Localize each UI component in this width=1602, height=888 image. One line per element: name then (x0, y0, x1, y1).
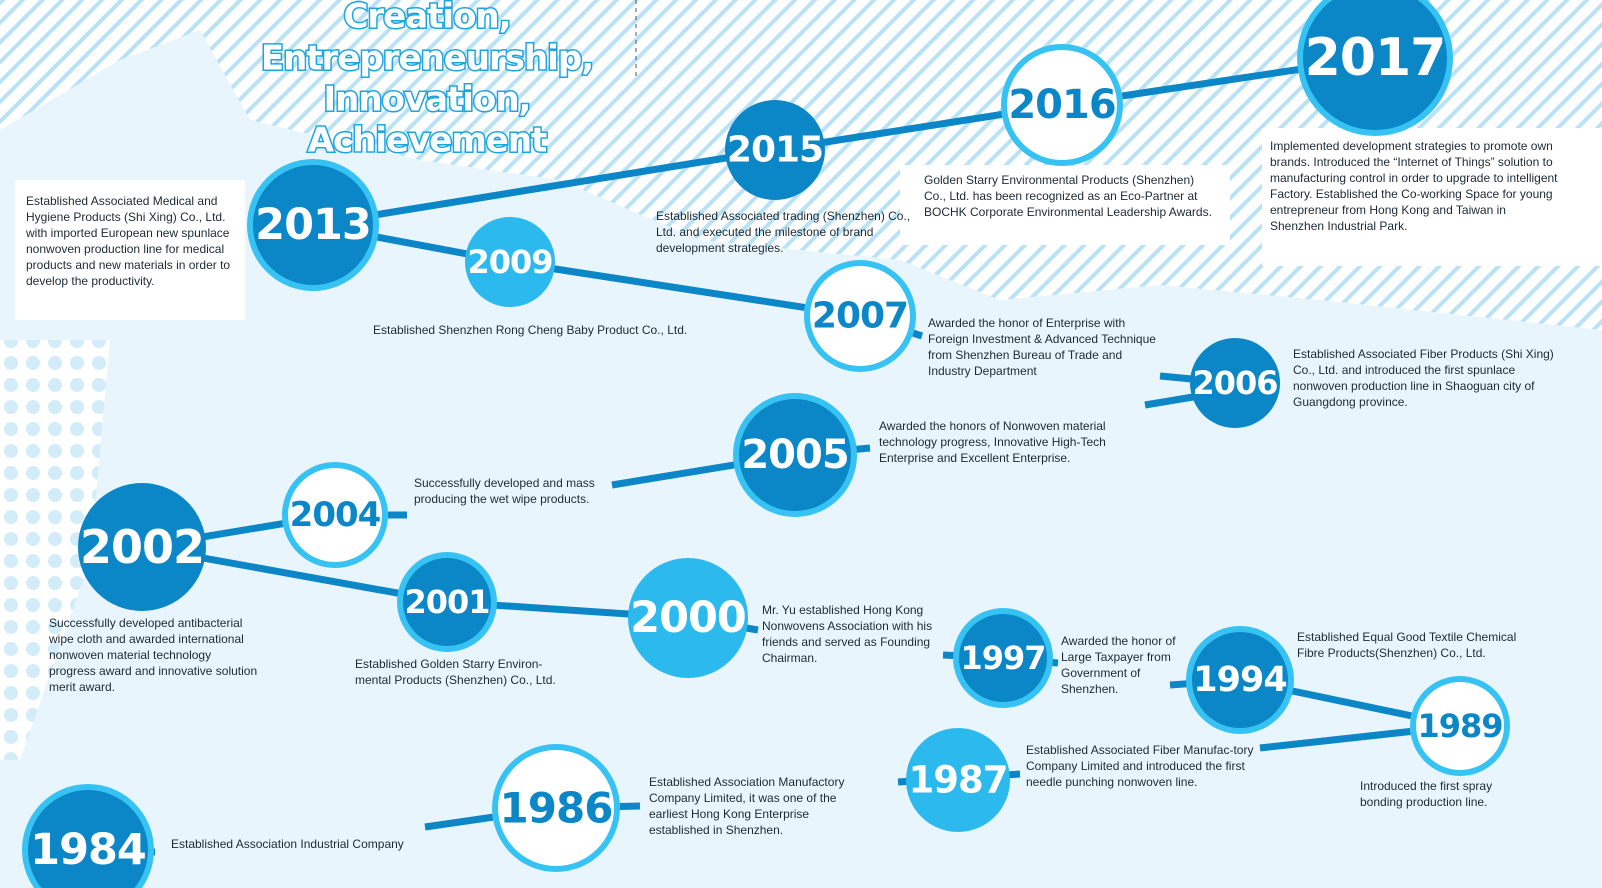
node-year: 1987 (909, 759, 1008, 802)
node-year: 2002 (80, 520, 204, 574)
title-line: Creation, (343, 0, 510, 37)
node-circle (498, 750, 614, 866)
text-panel (900, 165, 1230, 245)
node-description: Successfully developed antibacterial wip… (49, 616, 258, 694)
node-year: 2006 (1192, 364, 1277, 402)
node-circle (253, 165, 373, 285)
node-year: 1989 (1417, 707, 1502, 745)
node-circle (739, 399, 851, 511)
dotted-background (0, 340, 110, 760)
node-description: Introduced the first spray bonding produ… (1360, 779, 1493, 809)
node-circle (628, 558, 748, 678)
node-year: 2013 (255, 200, 371, 250)
node-year: 2004 (290, 495, 381, 535)
node-year: 1997 (960, 639, 1045, 677)
node-description: Established Association Manufactory Comp… (649, 775, 845, 837)
node-year: 2005 (741, 432, 848, 478)
node-circle (288, 468, 382, 562)
node-year: 2000 (630, 593, 746, 643)
node-circle (28, 790, 148, 888)
node-description: Established Equal Good Textile Chemical … (1297, 630, 1517, 660)
node-description: Successfully developed and mass producin… (414, 476, 595, 506)
node-circle (465, 217, 555, 307)
node-year: 2017 (1305, 28, 1446, 88)
node-circle (403, 558, 491, 646)
node-description: Awarded the honor of Large Taxpayer from… (1061, 634, 1176, 696)
node-circle (725, 100, 825, 200)
node-description: Established Associated Fiber Products (S… (1293, 347, 1554, 409)
node-description: Golden Starry Environmental Products (Sh… (924, 173, 1212, 219)
node-description: Established Associated Medical and Hygie… (26, 194, 231, 288)
node-circle (906, 728, 1010, 832)
node-description: Mr. Yu established Hong Kong Nonwovens A… (762, 603, 933, 665)
node-circle (78, 483, 206, 611)
text-panel (1262, 128, 1602, 266)
node-year: 1984 (30, 825, 146, 875)
title-line: Achievement (308, 121, 547, 161)
text-panel (15, 180, 245, 320)
node-description: Established Shenzhen Rong Cheng Baby Pro… (373, 323, 688, 337)
node-circle (810, 266, 910, 366)
node-year: 2007 (812, 296, 908, 337)
node-year: 2015 (727, 130, 823, 171)
node-year: 1994 (1193, 660, 1286, 700)
node-description: Established Associated trading (Shenzhen… (656, 209, 911, 255)
node-circle (1007, 50, 1117, 160)
node-description: Awarded the honors of Nonwoven material … (879, 419, 1106, 465)
node-circle (959, 614, 1047, 702)
node-circle (1416, 682, 1504, 770)
title-line: Entrepreneurship, (261, 39, 593, 79)
node-year: 2009 (467, 243, 552, 281)
node-circle (1192, 632, 1288, 728)
node-description: Implemented development strategies to pr… (1270, 139, 1558, 233)
node-year: 2001 (404, 583, 489, 621)
node-description: Established Association Industrial Compa… (171, 837, 404, 851)
node-year: 2016 (1008, 82, 1115, 128)
node-description: Established Associated Fiber Manufac-tor… (1026, 743, 1254, 789)
node-circle (1303, 0, 1447, 130)
node-description: Awarded the honor of Enterprise with For… (928, 316, 1156, 378)
title-line: Innovation, (324, 80, 531, 120)
node-description: Established Golden Starry Environ-mental… (355, 657, 556, 687)
node-circle (1190, 338, 1280, 428)
node-year: 1986 (500, 784, 613, 833)
